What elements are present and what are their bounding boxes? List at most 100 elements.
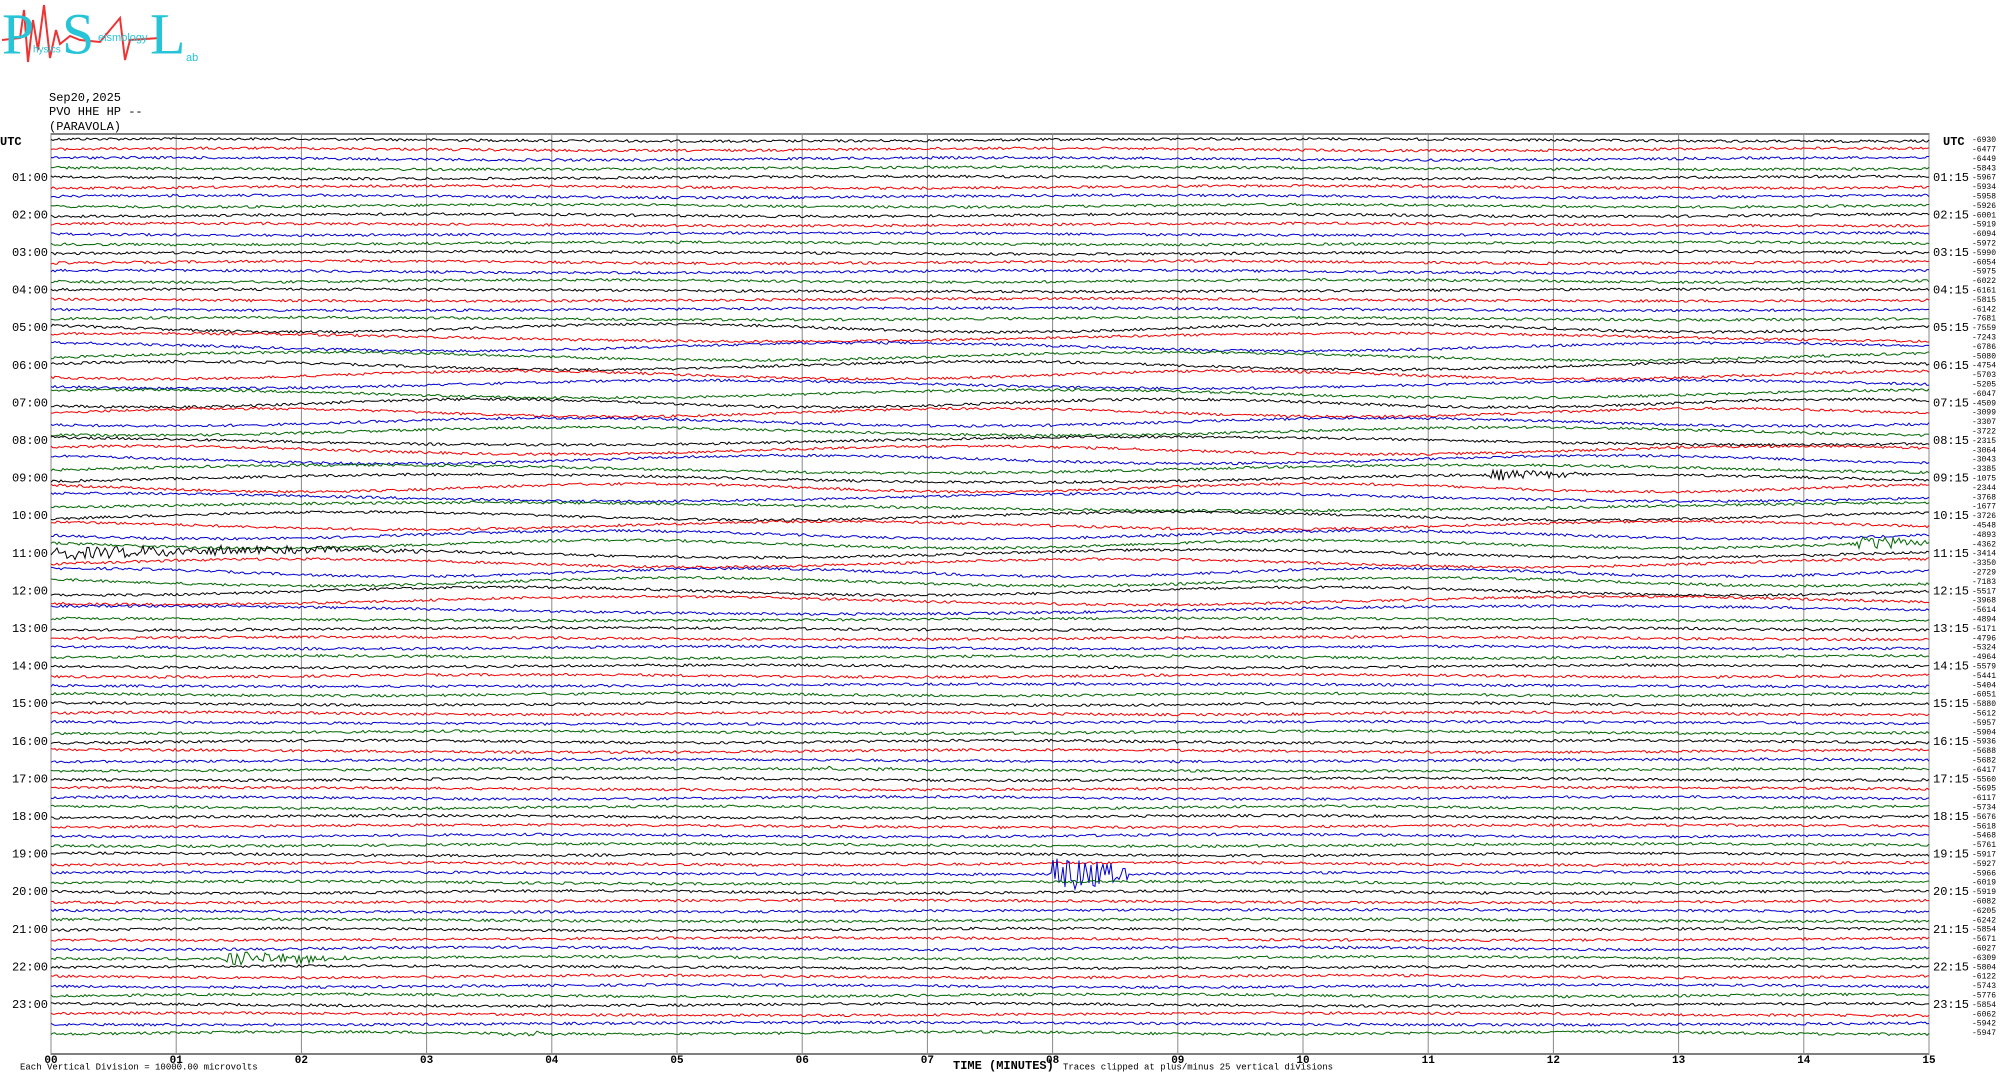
row-offset: -6242 — [1972, 916, 1996, 925]
hour-label: 20:15 — [1933, 885, 1969, 899]
trace — [50, 221, 1930, 228]
trace — [51, 406, 1930, 419]
trace — [50, 982, 1930, 990]
trace — [50, 951, 1930, 966]
date: Sep20,2025 — [49, 91, 121, 105]
row-offset: -6930 — [1972, 136, 1996, 145]
row-offset: -4893 — [1972, 531, 1996, 540]
logo-word: eismology — [98, 32, 148, 44]
trace — [50, 331, 1930, 344]
hour-label: 23:00 — [12, 998, 48, 1012]
hour-label: 19:15 — [1933, 848, 1969, 862]
row-offset: -5614 — [1972, 606, 1996, 615]
row-offset: -5957 — [1972, 719, 1996, 728]
logo-letter: L — [150, 1, 185, 66]
trace — [50, 888, 1930, 896]
row-offset: -3385 — [1972, 465, 1996, 474]
trace — [50, 165, 1930, 172]
trace — [50, 585, 1930, 598]
trace — [50, 879, 1930, 886]
minute-label: 12 — [1547, 1055, 1560, 1067]
trace — [50, 858, 1930, 892]
trace — [50, 543, 1930, 561]
trace — [50, 1029, 1930, 1037]
minute-label: 11 — [1422, 1055, 1436, 1067]
minute-label: 15 — [1922, 1055, 1936, 1067]
row-offset: -2315 — [1972, 437, 1996, 446]
hour-label: 05:15 — [1933, 321, 1969, 335]
hour-label: 09:15 — [1933, 472, 1969, 486]
row-offset: -5080 — [1972, 352, 1996, 361]
trace — [50, 964, 1930, 971]
trace — [50, 907, 1930, 914]
trace — [50, 663, 1930, 670]
trace — [50, 259, 1930, 266]
row-offset: -5854 — [1972, 926, 1996, 935]
trace — [50, 765, 1930, 773]
row-offset: -5934 — [1972, 183, 1996, 192]
hour-label: 03:15 — [1933, 246, 1969, 260]
trace — [50, 202, 1929, 209]
trace — [51, 594, 1930, 607]
row-offset: -6117 — [1972, 794, 1996, 803]
row-offset: -5560 — [1972, 775, 1996, 784]
trace — [50, 388, 1930, 400]
row-offset: -7183 — [1972, 578, 1996, 587]
row-offset: -5324 — [1972, 644, 1996, 653]
row-offset: -5815 — [1972, 296, 1996, 305]
row-offset: -5468 — [1972, 832, 1996, 841]
hour-label: 02:15 — [1933, 208, 1969, 222]
row-offset: -4894 — [1972, 616, 1996, 625]
hour-label: 23:15 — [1933, 998, 1969, 1012]
hour-label: 09:00 — [12, 472, 48, 486]
row-offset: -7559 — [1972, 324, 1996, 333]
trace — [50, 898, 1930, 905]
minute-label: 00 — [44, 1055, 57, 1067]
utc-left: UTC — [0, 135, 22, 149]
row-offset: -5517 — [1972, 587, 1996, 596]
row-offset: -6309 — [1972, 954, 1996, 963]
station: PVO HHE HP -- — [49, 105, 143, 119]
trace — [50, 691, 1930, 698]
hour-label: 16:15 — [1933, 735, 1969, 749]
row-offset: -5676 — [1972, 813, 1996, 822]
row-offset: -5743 — [1972, 982, 1996, 991]
row-offset: -6205 — [1972, 907, 1996, 916]
trace — [50, 992, 1930, 999]
trace — [50, 359, 1930, 372]
row-offset: -4754 — [1972, 362, 1996, 371]
minute-label: 10 — [1296, 1055, 1309, 1067]
trace — [50, 453, 1930, 466]
row-offset: -4548 — [1972, 522, 1996, 531]
row-offset: -5854 — [1972, 1001, 1996, 1010]
trace — [50, 832, 1930, 839]
row-offset: -5695 — [1972, 785, 1996, 794]
row-offset: -6022 — [1972, 277, 1996, 286]
trace — [50, 926, 1930, 933]
row-offset: -5919 — [1972, 888, 1996, 897]
row-offset: -6047 — [1972, 390, 1996, 399]
trace — [50, 916, 1930, 924]
row-offset: -5688 — [1972, 747, 1996, 756]
trace — [50, 719, 1930, 726]
row-offset: -6019 — [1972, 879, 1996, 888]
row-offset: -4796 — [1972, 634, 1996, 643]
row-offset: -3722 — [1972, 428, 1996, 437]
trace — [50, 738, 1930, 745]
row-offset: -3043 — [1972, 456, 1996, 465]
row-offset: -5843 — [1972, 164, 1996, 173]
row-offset: -4362 — [1972, 540, 1996, 549]
trace — [50, 635, 1930, 642]
row-offset: -3099 — [1972, 409, 1996, 418]
row-offset: -3350 — [1972, 559, 1996, 568]
trace — [50, 510, 1930, 522]
minute-label: 13 — [1672, 1055, 1686, 1067]
hour-label: 19:00 — [12, 848, 48, 862]
trace — [50, 747, 1930, 755]
row-offset: -4509 — [1972, 399, 1996, 408]
hour-label: 04:15 — [1933, 284, 1969, 298]
trace — [50, 434, 1930, 447]
trace — [50, 416, 1930, 428]
scale-note: Each Vertical Division = 10000.00 microv… — [20, 1062, 258, 1072]
x-axis-title: TIME (MINUTES) — [953, 1059, 1054, 1073]
